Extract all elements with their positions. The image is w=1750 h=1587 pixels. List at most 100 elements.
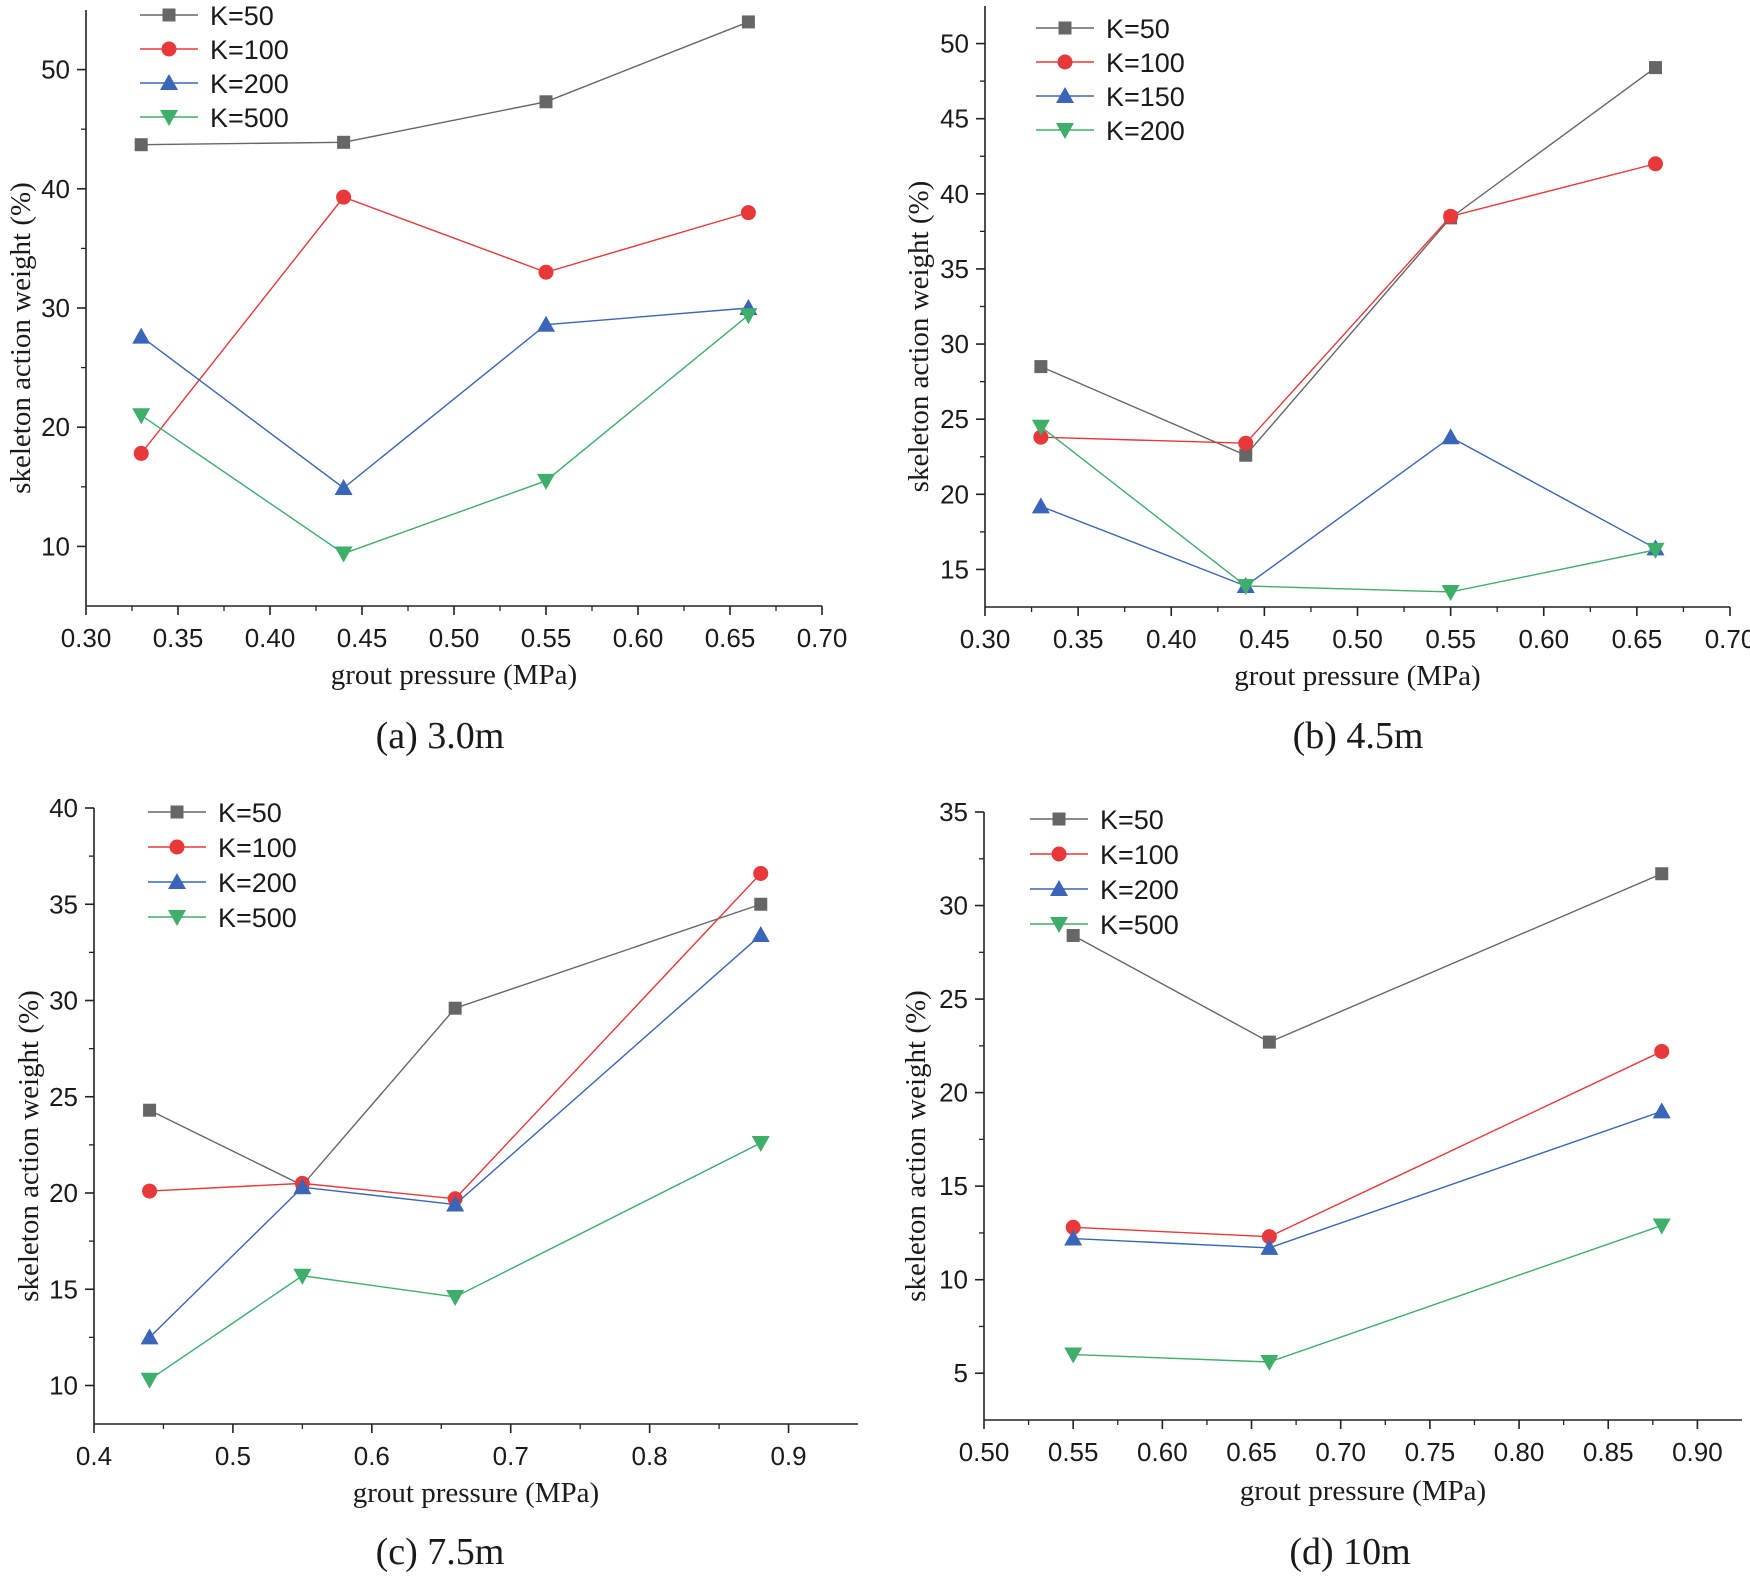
legend-label-k-200: K=200 — [218, 868, 297, 898]
x-tick-label: 0.50 — [429, 623, 480, 653]
data-point-k-100 — [1654, 1043, 1670, 1059]
data-point-k-50 — [1239, 448, 1253, 462]
y-tick-label: 30 — [940, 329, 969, 359]
x-tick-label: 0.55 — [521, 623, 572, 653]
y-axis-title: skeleton action weight (%) — [900, 990, 932, 1302]
data-point-k-100 — [1443, 208, 1459, 224]
y-tick-label: 5 — [954, 1358, 968, 1388]
x-tick-label: 0.35 — [1053, 624, 1104, 654]
chart-panel-a: 0.30 0.35 0.40 0.45 0.50 0.55 0.60 0.65 0.70 10 20… — [5, 1, 847, 757]
series-line-k-200 — [149, 934, 762, 1338]
series-k-100 — [1065, 1043, 1670, 1245]
y-tick-label: 25 — [49, 1082, 78, 1112]
data-point-k-100 — [142, 1183, 158, 1199]
x-axis-title: grout pressure (MPa) — [1234, 660, 1480, 692]
x-tick-label: 0.65 — [1226, 1437, 1277, 1467]
data-point-k-50 — [1066, 928, 1080, 942]
series-k-200 — [1064, 1102, 1671, 1255]
panel-caption: (b) 4.5m — [1293, 715, 1424, 757]
series-line-k-200 — [140, 307, 749, 489]
data-point-k-100 — [740, 205, 756, 221]
series-k-200 — [1031, 419, 1665, 601]
legend-label-k-50: K=50 — [1106, 14, 1170, 44]
legend-marker-k-500 — [1050, 917, 1068, 933]
data-point-k-100 — [753, 865, 769, 881]
legend-label-k-150: K=150 — [1106, 82, 1185, 112]
series-line-k-50 — [141, 21, 749, 146]
data-point-k-150 — [1441, 428, 1460, 445]
legend-marker-k-100 — [161, 41, 177, 57]
data-point-k-50 — [143, 1103, 157, 1117]
data-point-k-200 — [1652, 1102, 1671, 1119]
chart-panel-d: 0.50 0.55 0.60 0.65 0.70 0.75 0.80 0.85 0.90 5 10 1… — [900, 797, 1742, 1573]
x-tick-label: 0.90 — [1672, 1437, 1723, 1467]
legend-label-k-500: K=500 — [218, 903, 297, 933]
data-point-k-50 — [134, 138, 148, 152]
data-point-k-500 — [1064, 1347, 1083, 1364]
series-line-k-500 — [149, 1142, 762, 1381]
series-line-k-50 — [149, 903, 761, 1187]
y-tick-label: 20 — [49, 1178, 78, 1208]
y-tick-label: 10 — [49, 1371, 78, 1401]
y-tick-label: 10 — [939, 1265, 968, 1295]
y-axis-title: skeleton action weight (%) — [13, 990, 45, 1302]
data-point-k-50 — [1262, 1035, 1276, 1049]
y-tick-label: 30 — [49, 986, 78, 1016]
series-k-50 — [134, 15, 755, 152]
legend-marker-k-100 — [169, 839, 185, 855]
y-tick-label: 25 — [939, 984, 968, 1014]
y-axis-title: skeleton action weight (%) — [903, 181, 935, 493]
data-point-k-50 — [1034, 360, 1048, 374]
x-tick-label: 0.45 — [1239, 624, 1290, 654]
data-point-k-500 — [334, 546, 353, 563]
legend: K=50 K=100 K=200 K=500 — [148, 798, 297, 933]
x-tick-label: 0.55 — [1425, 624, 1476, 654]
data-point-k-50 — [1649, 61, 1662, 75]
y-tick-label: 20 — [940, 479, 969, 509]
data-point-k-500 — [132, 408, 151, 425]
panel-caption: (c) 7.5m — [376, 1531, 505, 1573]
y-tick-label: 45 — [940, 104, 969, 134]
legend: K=50 K=100 K=200 K=500 — [1030, 805, 1179, 940]
series-line-k-500 — [1073, 1224, 1662, 1363]
panel-caption: (d) 10m — [1289, 1531, 1410, 1573]
legend-marker-k-50 — [170, 805, 184, 819]
legend-marker-k-50 — [162, 8, 176, 22]
x-tick-label: 0.30 — [61, 623, 112, 653]
legend-label-k-50: K=50 — [210, 1, 274, 31]
legend-label-k-500: K=500 — [1100, 910, 1179, 940]
y-tick-label: 40 — [49, 793, 78, 823]
data-point-k-200 — [140, 1328, 159, 1345]
data-point-k-50 — [337, 135, 351, 149]
legend-marker-k-500 — [160, 110, 178, 126]
x-tick-label: 0.30 — [960, 624, 1011, 654]
x-tick-label: 0.6 — [354, 1441, 390, 1471]
y-tick-label: 20 — [41, 412, 70, 442]
y-tick-label: 15 — [940, 554, 969, 584]
panel-caption: (a) 3.0m — [376, 715, 505, 757]
y-tick-label: 40 — [41, 174, 70, 204]
data-point-k-500 — [751, 1135, 770, 1152]
data-point-k-200 — [334, 478, 353, 495]
series-k-500 — [132, 308, 758, 563]
y-tick-label: 30 — [939, 891, 968, 921]
legend-marker-k-150 — [1056, 87, 1074, 103]
data-point-k-50 — [1655, 867, 1669, 881]
x-tick-label: 0.8 — [632, 1441, 668, 1471]
legend-marker-k-50 — [1052, 812, 1066, 826]
x-tick-label: 0.45 — [337, 623, 388, 653]
x-tick-label: 0.65 — [1612, 624, 1663, 654]
legend-marker-k-100 — [1057, 54, 1073, 70]
x-tick-label: 0.65 — [705, 623, 756, 653]
legend-marker-k-50 — [1058, 21, 1072, 35]
x-tick-label: 0.70 — [1705, 624, 1750, 654]
series-k-50 — [1034, 61, 1662, 462]
x-tick-label: 0.4 — [76, 1441, 112, 1471]
data-point-k-50 — [741, 15, 755, 29]
y-axis-title: skeleton action weight (%) — [5, 182, 37, 494]
legend-marker-k-200 — [1050, 880, 1068, 896]
x-tick-label: 0.5 — [215, 1441, 251, 1471]
data-point-k-100 — [538, 264, 554, 280]
legend-label-k-100: K=100 — [1106, 48, 1185, 78]
data-point-k-100 — [1065, 1219, 1081, 1235]
